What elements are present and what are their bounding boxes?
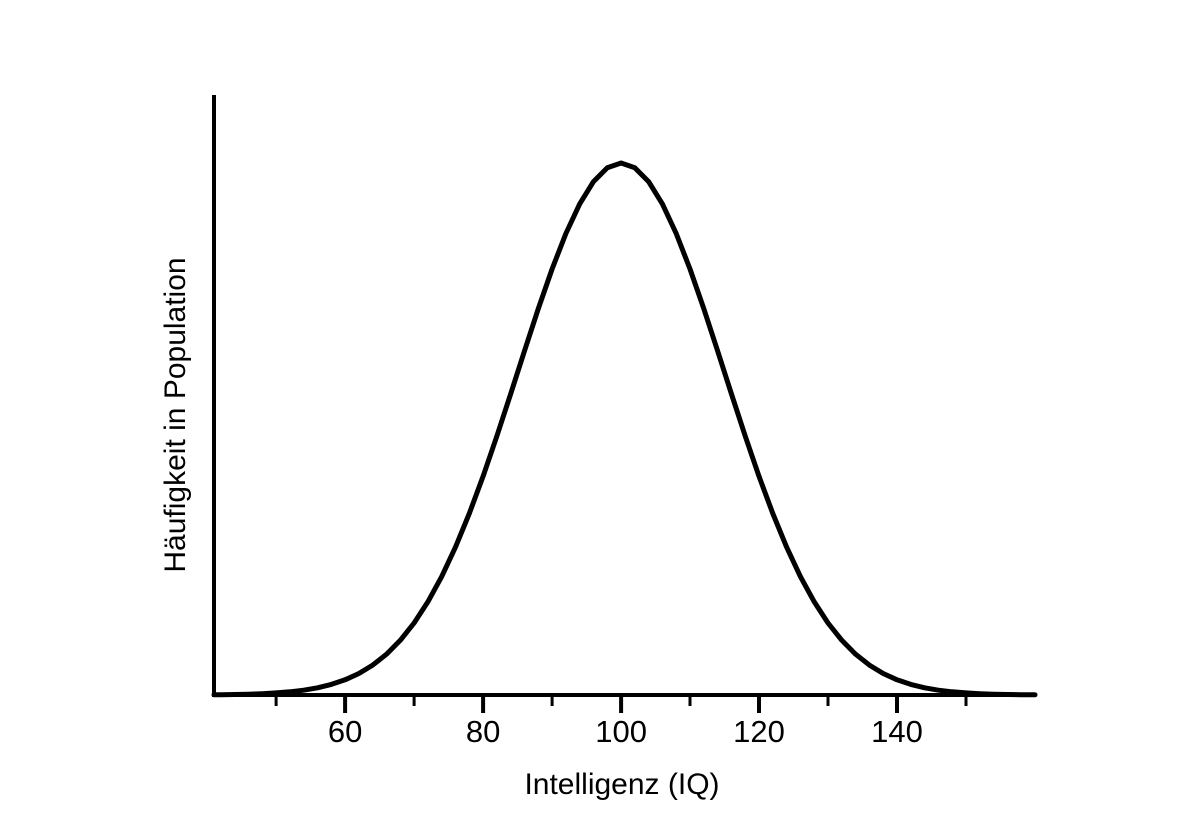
x-axis-label: Intelligenz (IQ) [524,768,719,801]
y-axis-label: Häufigkeit in Population [159,257,192,572]
x-axis-tick-labels: 60 80 100 120 140 [328,714,923,749]
x-tick-label: 140 [871,714,923,749]
x-tick-label: 100 [595,714,647,749]
x-axis-ticks [274,695,968,713]
x-tick-label: 80 [466,714,500,749]
x-tick-label: 60 [328,714,362,749]
gaussian-curve [211,160,1038,698]
axes [212,95,1035,697]
x-tick-label: 120 [733,714,785,749]
